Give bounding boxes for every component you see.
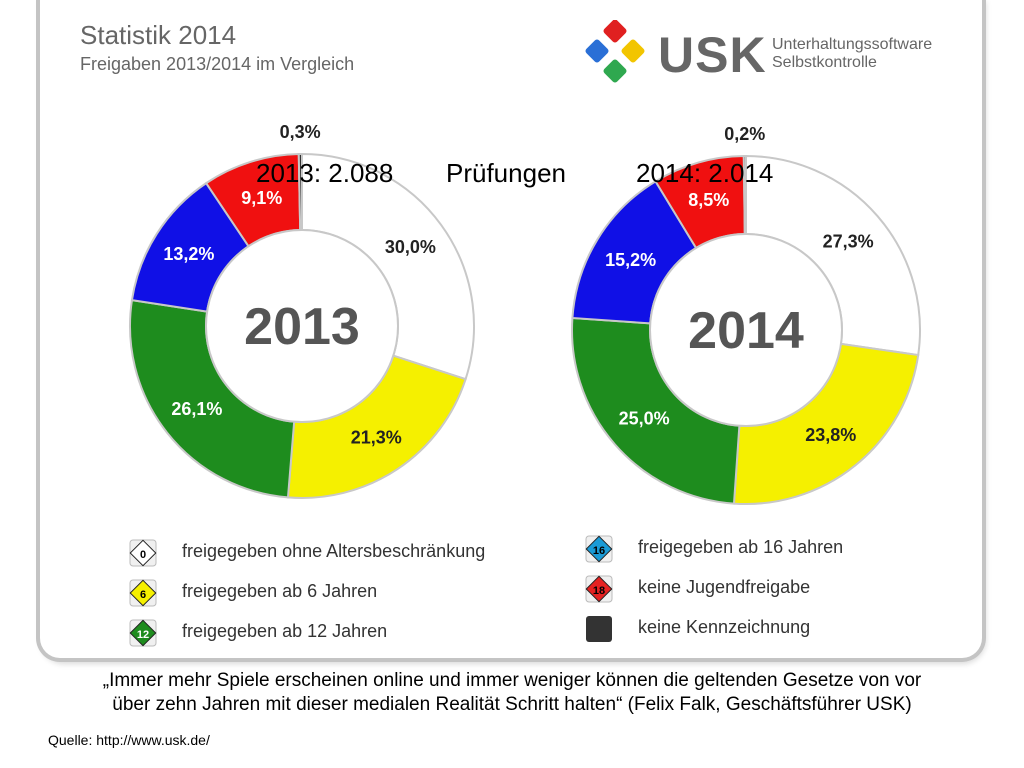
logo-subtitle: Unterhaltungssoftware Selbstkontrolle [772, 36, 932, 72]
donut-2013-label-1: 21,3% [351, 428, 402, 448]
age-rating-6-icon: 6 [128, 578, 157, 607]
svg-text:6: 6 [140, 589, 146, 601]
quote-line-2: über zehn Jahren mit dieser medialen Rea… [112, 694, 912, 715]
legend-label: freigegeben ab 16 Jahren [638, 537, 844, 557]
legend-label: freigegeben ab 6 Jahren [182, 581, 378, 601]
legend-label: keine Jugendfreigabe [638, 577, 811, 597]
usk-logo-diamonds [585, 20, 645, 83]
logo-name: USK [658, 27, 767, 83]
svg-text:18: 18 [593, 585, 605, 597]
donut-2013-label-4: 9,1% [241, 188, 282, 208]
chart-subtitle: Freigaben 2013/2014 im Vergleich [80, 54, 355, 74]
logo-diamond-green [603, 59, 627, 83]
quote-line-1: „Immer mehr Spiele erscheinen online und… [102, 670, 922, 691]
donut-2013-label-0: 30,0% [385, 237, 436, 257]
svg-text:12: 12 [137, 629, 149, 641]
no-rating-icon [584, 614, 612, 642]
chart-title: Statistik 2014 [80, 20, 237, 50]
donut-2014-label-2: 25,0% [619, 409, 670, 429]
donut-2014-hole [649, 233, 843, 427]
source-note: Quelle: http://www.usk.de/ [48, 732, 210, 748]
overlay-count-2014: 2014: 2.014 [636, 158, 774, 188]
overlay-pruefungen: Prüfungen [446, 158, 566, 188]
donut-2013-center-label: 2013 [244, 298, 360, 356]
legend-label: freigegeben ab 12 Jahren [182, 621, 388, 641]
age-rating-16-icon: 16 [584, 534, 613, 563]
svg-text:16: 16 [593, 545, 605, 557]
donut-2013-hole [205, 229, 399, 423]
age-rating-18-icon: 18 [584, 574, 613, 603]
svg-text:0: 0 [140, 549, 146, 561]
donut-charts: 30,0% 21,3% 26,1% 13,2% 9,1% 0,3% 2013 27,3% 23,… [129, 122, 921, 505]
legend-label: freigegeben ohne Altersbeschränkung [182, 541, 486, 561]
donut-2013-label-3: 13,2% [163, 244, 214, 264]
quote: „Immer mehr Spiele erscheinen online und… [0, 669, 1024, 717]
age-rating-0-icon: 0 [128, 538, 157, 567]
logo-diamond-red [603, 20, 627, 43]
legend-label: keine Kennzeichnung [638, 617, 811, 637]
usk-logo: USK Unterhaltungssoftware Selbstkontroll… [580, 20, 970, 86]
logo-line-2: Selbstkontrolle [772, 54, 877, 71]
age-rating-12-icon: 12 [128, 618, 157, 647]
logo-diamond-blue [585, 39, 609, 63]
donut-2014-label-3: 15,2% [605, 250, 656, 270]
donut-2014-label-5: 0,2% [724, 124, 765, 144]
logo-diamond-yellow [621, 39, 645, 63]
donut-2014-label-4: 8,5% [688, 190, 729, 210]
donut-2014-label-0: 27,3% [823, 232, 874, 252]
donut-2013-label-2: 26,1% [171, 399, 222, 419]
donut-2014-center-label: 2014 [688, 302, 804, 360]
donut-2013-label-5: 0,3% [280, 122, 321, 142]
donut-2014-label-1: 23,8% [805, 425, 856, 445]
overlay-count-2013: 2013: 2.088 [256, 158, 394, 188]
logo-line-1: Unterhaltungssoftware [772, 36, 933, 53]
